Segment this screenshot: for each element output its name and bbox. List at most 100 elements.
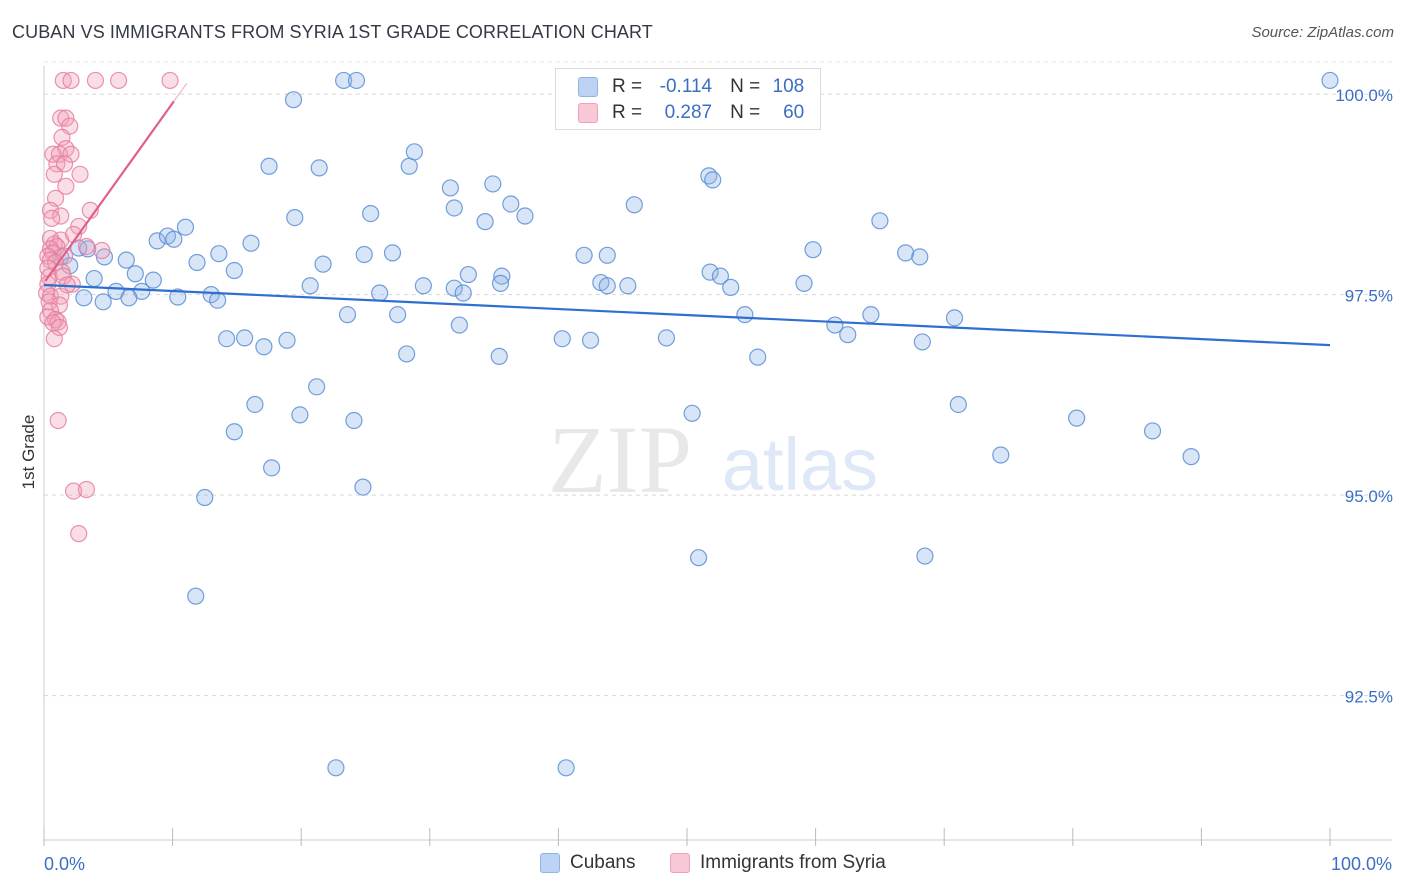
data-point-cubans: [689, 549, 708, 567]
data-point-cubans: [148, 232, 166, 250]
data-point-cubans: [347, 71, 366, 90]
data-point-cubans: [704, 171, 722, 189]
data-point-cubans: [804, 241, 822, 259]
legend-r-label: R =: [612, 76, 643, 97]
data-point-cubans: [749, 348, 767, 366]
bottom-legend-cubans[interactable]: Cubans: [540, 852, 636, 874]
data-point-cubans: [225, 423, 243, 441]
data-point-syria: [62, 145, 80, 163]
data-point-cubans: [301, 277, 319, 295]
data-point-cubans: [683, 404, 701, 422]
data-point-cubans: [196, 488, 214, 507]
data-point-cubans: [355, 245, 373, 264]
bottom-legend-swatch-syria: [670, 853, 690, 873]
grid-layer: [44, 61, 1392, 697]
data-point-cubans: [278, 331, 296, 349]
data-point-cubans: [225, 261, 243, 280]
data-point-cubans: [619, 277, 637, 295]
data-point-cubans: [187, 587, 205, 605]
data-point-syria: [62, 71, 80, 90]
data-point-syria: [57, 109, 75, 127]
trend-line-extension-syria: [173, 82, 188, 102]
data-point-cubans: [949, 395, 967, 414]
data-point-cubans: [516, 207, 534, 225]
data-point-cubans: [441, 179, 459, 197]
y-axis-label: 1st Grade: [19, 415, 38, 490]
y-tick-label: 100.0%: [1335, 86, 1393, 105]
trend-line-cubans: [43, 283, 1331, 347]
data-point-syria: [53, 128, 71, 146]
data-point-cubans: [362, 204, 380, 223]
data-point-cubans: [445, 199, 463, 217]
data-point-cubans: [911, 248, 929, 266]
data-point-cubans: [260, 157, 278, 175]
data-point-cubans: [1068, 409, 1086, 427]
data-point-cubans: [913, 333, 931, 351]
legend-n-value: 108: [772, 76, 805, 97]
data-point-cubans: [598, 246, 616, 264]
data-point-cubans: [414, 277, 432, 295]
data-point-syria: [55, 155, 74, 173]
data-point-cubans: [255, 338, 273, 356]
data-point-cubans: [711, 267, 730, 285]
data-point-syria: [43, 209, 61, 228]
data-point-cubans: [1321, 71, 1339, 90]
legend-r-value: 0.287: [664, 102, 713, 123]
data-point-cubans: [871, 212, 889, 230]
data-point-cubans: [383, 244, 402, 262]
data-point-cubans: [400, 157, 418, 175]
watermark-atlas: atlas: [722, 423, 878, 506]
data-point-cubans: [625, 196, 643, 214]
data-point-cubans: [722, 278, 740, 296]
data-point-syria: [49, 313, 67, 331]
data-point-cubans: [945, 309, 964, 327]
data-point-cubans: [502, 195, 520, 213]
bottom-legend-syria[interactable]: Immigrants from Syria: [670, 852, 886, 874]
data-point-cubans: [236, 329, 254, 347]
data-point-cubans: [389, 306, 407, 324]
data-point-syria: [64, 482, 83, 500]
legend-swatch-cubans: [578, 77, 598, 97]
data-point-cubans: [916, 547, 934, 565]
data-point-cubans: [94, 293, 112, 311]
data-point-cubans: [459, 265, 477, 284]
data-point-syria: [40, 293, 58, 311]
data-point-cubans: [454, 284, 472, 302]
data-point-cubans: [557, 759, 575, 777]
data-point-cubans: [862, 306, 880, 324]
data-point-cubans: [450, 316, 468, 334]
data-point-cubans: [314, 255, 332, 273]
data-point-cubans: [354, 478, 372, 496]
y-tick-label: 97.5%: [1345, 287, 1393, 306]
x-tick-label-left: 0.0%: [44, 854, 85, 874]
tick-label-layer: 100.0% 97.5% 95.0% 92.5% 0.0% 100.0%: [44, 86, 1393, 874]
data-point-cubans: [490, 347, 508, 365]
data-point-cubans: [263, 459, 281, 477]
data-point-cubans: [484, 175, 502, 193]
data-point-cubans: [85, 269, 103, 288]
bottom-legend-swatch-cubans: [540, 853, 560, 873]
data-point-cubans: [335, 71, 353, 90]
data-point-cubans: [246, 395, 264, 414]
data-point-syria: [86, 71, 105, 90]
data-point-syria: [57, 177, 75, 195]
chart-title: CUBAN VS IMMIGRANTS FROM SYRIA 1ST GRADE…: [12, 22, 653, 42]
legend-n-label: N =: [730, 76, 761, 97]
data-point-cubans: [736, 306, 754, 324]
data-point-cubans: [476, 213, 494, 231]
bottom-legend-label-syria: Immigrants from Syria: [700, 852, 886, 873]
data-point-cubans: [581, 331, 600, 349]
data-point-cubans: [126, 265, 144, 283]
data-point-cubans: [169, 288, 187, 306]
data-point-cubans: [327, 759, 345, 777]
data-point-cubans: [897, 244, 915, 262]
data-point-cubans: [1182, 448, 1200, 466]
data-point-cubans: [291, 406, 309, 424]
data-point-cubans: [218, 330, 236, 348]
data-point-cubans: [553, 330, 571, 348]
data-point-syria: [77, 237, 96, 256]
legend-row-cubans: R = -0.114 N = 108: [578, 75, 804, 99]
data-point-cubans: [992, 446, 1010, 464]
data-point-cubans: [398, 345, 416, 363]
